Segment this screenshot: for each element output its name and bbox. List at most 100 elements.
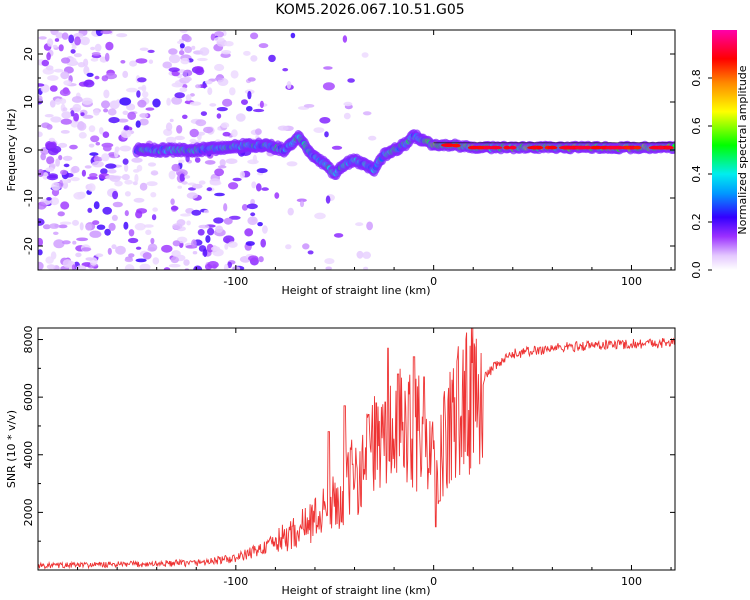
noise-blob <box>139 182 148 191</box>
noise-blob <box>362 111 372 116</box>
noise-blob <box>250 32 259 40</box>
noise-blob <box>137 77 147 83</box>
noise-blob <box>96 224 106 230</box>
noise-blob <box>107 108 117 116</box>
noise-blob <box>123 125 130 131</box>
noise-blob <box>46 197 52 201</box>
noise-blob <box>224 243 229 250</box>
noise-blob <box>89 230 102 238</box>
noise-blob <box>198 224 210 229</box>
noise-blob <box>48 137 56 142</box>
noise-blob <box>152 257 160 265</box>
noise-blob <box>84 165 92 169</box>
ridge-peak <box>508 145 517 150</box>
noise-blob <box>41 59 49 67</box>
spectrogram-ytick-label: 20 <box>22 47 35 61</box>
noise-blob <box>107 169 117 174</box>
noise-blob <box>40 84 50 93</box>
noise-blob <box>287 207 294 216</box>
snr-xtick-label: 0 <box>430 575 437 588</box>
noise-blob <box>111 244 117 250</box>
noise-blob <box>147 162 157 167</box>
noise-blob <box>331 145 343 150</box>
noise-blob <box>103 89 110 99</box>
noise-blob <box>124 257 134 263</box>
noise-blob <box>62 155 73 161</box>
noise-blob <box>268 54 276 63</box>
noise-blob <box>214 63 225 72</box>
colorbar-axis: 0.0 0.2 0.4 0.6 0.8 <box>690 69 712 279</box>
noise-blob <box>62 107 68 112</box>
ridge-peak <box>584 145 592 150</box>
noise-blob <box>124 191 131 197</box>
noise-blob <box>89 173 98 178</box>
figure-title: KOM5.2026.067.10.51.G05 <box>275 2 464 18</box>
noise-blob <box>135 210 143 219</box>
noise-blob <box>219 159 226 167</box>
noise-blob <box>38 131 43 138</box>
noise-blob <box>180 213 191 217</box>
noise-blob <box>76 265 87 270</box>
noise-blob <box>120 60 126 64</box>
noise-blob <box>139 118 149 126</box>
noise-blob <box>60 71 70 80</box>
noise-blob <box>93 109 100 116</box>
noise-blob <box>61 111 72 119</box>
noise-blob <box>99 127 104 135</box>
noise-blob <box>255 128 262 135</box>
noise-blob <box>89 152 99 156</box>
noise-blob <box>171 96 183 105</box>
noise-blob <box>343 112 351 120</box>
noise-blob <box>258 256 264 263</box>
noise-blob <box>228 215 241 220</box>
noise-blob <box>100 30 113 35</box>
noise-blob <box>54 38 60 42</box>
noise-blob <box>150 170 159 176</box>
noise-blob <box>74 36 81 46</box>
noise-blob <box>127 237 139 244</box>
noise-blob <box>139 263 151 270</box>
noise-blob <box>45 256 54 264</box>
noise-blob <box>101 100 110 109</box>
noise-blob <box>122 110 129 116</box>
noise-blob <box>69 144 78 150</box>
noise-blob <box>55 32 64 39</box>
noise-blob <box>55 158 60 167</box>
noise-blob <box>299 200 305 208</box>
noise-blob <box>221 50 232 55</box>
noise-blob <box>121 174 130 181</box>
noise-blob <box>38 202 47 210</box>
noise-blob <box>250 212 256 217</box>
noise-blob <box>94 75 100 80</box>
noise-blob <box>107 247 112 255</box>
noise-blob <box>114 146 120 152</box>
noise-blob <box>87 176 98 180</box>
noise-blob <box>111 214 118 221</box>
noise-blob <box>179 30 188 33</box>
noise-blob <box>324 131 329 138</box>
noise-blob <box>103 108 109 113</box>
noise-blob <box>82 114 94 119</box>
noise-blob <box>52 44 58 49</box>
noise-blob <box>70 110 75 117</box>
noise-blob <box>189 138 197 143</box>
noise-blob <box>313 127 325 133</box>
noise-blob <box>129 60 138 67</box>
colorbar-tick-label: 0.0 <box>690 261 703 279</box>
noise-blob <box>202 248 208 257</box>
noise-blob <box>179 87 188 93</box>
noise-blob <box>88 125 96 133</box>
ridge-peak <box>488 145 503 150</box>
noise-blob <box>258 43 269 49</box>
noise-blob <box>71 96 83 103</box>
noise-blob <box>91 161 104 168</box>
spectrogram-xtick-label: 100 <box>621 275 642 288</box>
snr-xlabel: Height of straight line (km) <box>281 584 430 597</box>
noise-blob <box>72 103 82 113</box>
noise-blob <box>150 237 155 245</box>
noise-blob <box>180 57 190 65</box>
snr-ytick-label: 2000 <box>22 498 35 526</box>
noise-blob <box>162 61 172 69</box>
noise-blob <box>108 222 116 231</box>
